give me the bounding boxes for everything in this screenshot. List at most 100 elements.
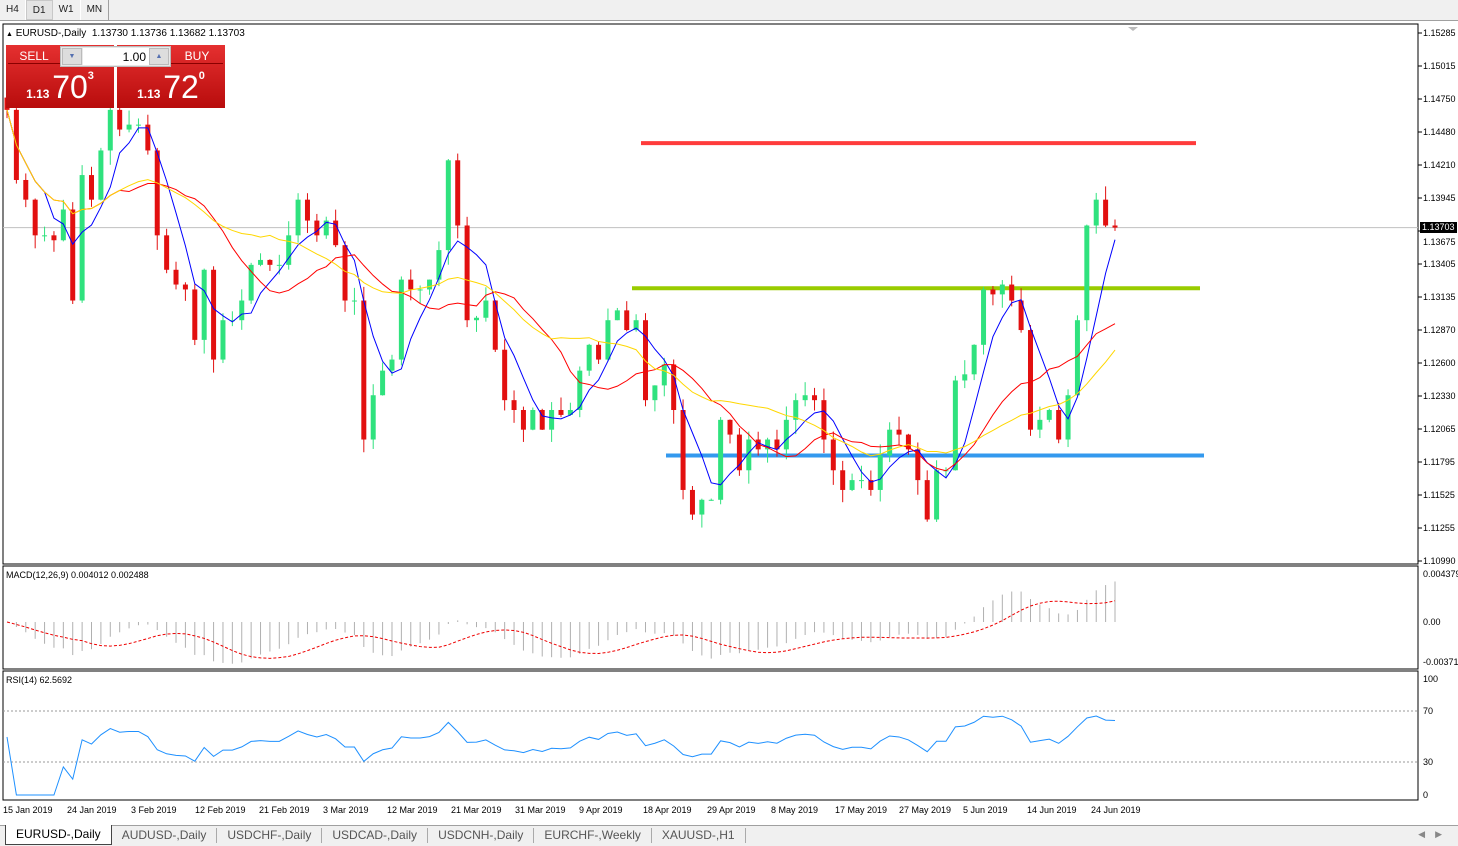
price-tick: 1.15015 (1423, 61, 1456, 71)
candle-body (934, 470, 940, 520)
price-tick: 1.14480 (1423, 127, 1456, 137)
sell-price-prefix: 1.13 (26, 87, 50, 101)
tab-usdcnh-daily[interactable]: USDCNH-,Daily (428, 828, 535, 843)
candle-body (661, 364, 667, 386)
candle-body (1065, 395, 1071, 440)
candle-body (1103, 199, 1109, 226)
candle-body (877, 455, 883, 490)
macd-axis-zero: 0.00 (1423, 617, 1441, 627)
candle-body (107, 109, 113, 151)
candle-body (304, 199, 310, 221)
candle-body (483, 300, 489, 318)
sell-price-sup: 3 (87, 70, 94, 82)
tab-usdcad-daily[interactable]: USDCAD-,Daily (322, 828, 429, 843)
candle-body (793, 400, 799, 420)
candle-body (952, 380, 958, 471)
candle-body (783, 419, 789, 450)
candle-body (229, 320, 235, 322)
candle-body (812, 395, 818, 401)
candle-body (267, 259, 273, 265)
tab-audusd-daily[interactable]: AUDUSD-,Daily (112, 828, 218, 843)
date-tick: 14 Jun 2019 (1027, 805, 1077, 815)
candle-body (389, 359, 395, 371)
price-tick: 1.11525 (1423, 490, 1455, 500)
candle-body (455, 160, 461, 226)
candle-body (220, 320, 226, 360)
candle-body (596, 344, 602, 360)
candle-body (351, 300, 357, 302)
rsi-axis-30: 30 (1423, 757, 1434, 767)
candle-body (999, 284, 1005, 295)
rsi-line (6, 715, 1116, 796)
increase-lot-button[interactable]: ▲ (149, 48, 169, 65)
ma-mid-line (6, 109, 1116, 472)
tab-eurchf-weekly[interactable]: EURCHF-,Weekly (534, 828, 652, 843)
timeframe-w1[interactable]: W1 (53, 0, 81, 20)
sell-label: SELL (8, 49, 60, 64)
candle-body (680, 409, 686, 490)
candle-body (32, 199, 38, 236)
candle-body (276, 264, 282, 266)
tab-usdchf-daily[interactable]: USDCHF-,Daily (217, 828, 323, 843)
timeframe-mn[interactable]: MN (81, 0, 110, 20)
collapse-triangle-icon[interactable]: ▲ (6, 31, 13, 38)
candle-body (849, 480, 855, 490)
candle-body (1018, 300, 1024, 331)
candle-body (718, 419, 724, 500)
tab-scroll-arrows-icon[interactable]: ◀▶ (1418, 829, 1452, 839)
price-tick: 1.14210 (1423, 160, 1456, 170)
macd-frame (2, 565, 1419, 670)
price-tick: 1.14750 (1423, 94, 1456, 104)
chart-title: ▲ EURUSD-,Daily 1.13730 1.13736 1.13682 … (6, 28, 245, 41)
candle-body (1093, 199, 1099, 226)
candle-body (239, 300, 245, 321)
candle-body (1056, 409, 1062, 440)
candle-body (126, 124, 132, 130)
date-tick: 24 Jan 2019 (67, 805, 117, 815)
candle-body (23, 179, 29, 200)
candle-body (286, 235, 292, 265)
macd-axis-min: -0.00371 (1423, 657, 1458, 667)
rsi-frame (2, 670, 1419, 801)
candle-body (633, 320, 639, 331)
decrease-lot-button[interactable]: ▼ (62, 48, 82, 65)
main-chart-frame (2, 23, 1419, 565)
candle-body (117, 109, 123, 130)
macd-label: MACD(12,26,9) 0.004012 0.002488 (6, 570, 149, 580)
date-tick: 3 Mar 2019 (323, 805, 369, 815)
candle-body (361, 300, 367, 440)
candle-body (896, 429, 902, 435)
macd-signal-line (6, 600, 1116, 659)
candle-body (1112, 225, 1118, 228)
tab-eurusd-daily[interactable]: EURUSD-,Daily (5, 825, 112, 845)
candle-body (492, 300, 498, 350)
candle-body (1009, 284, 1015, 301)
price-tick: 1.15285 (1423, 28, 1456, 38)
candle-body (436, 250, 442, 280)
rsi-label: RSI(14) 62.5692 (6, 675, 73, 685)
candle-body (915, 449, 921, 481)
rsi-axis-0: 0 (1423, 790, 1429, 800)
lot-size-input[interactable] (83, 48, 149, 65)
tab-xauusd-h1[interactable]: XAUUSD-,H1 (652, 828, 746, 843)
timeframe-h4[interactable]: H4 (0, 0, 26, 20)
candle-body (1074, 320, 1080, 396)
timeframe-d1[interactable]: D1 (25, 0, 53, 20)
price-tick: 1.13405 (1423, 259, 1456, 269)
date-tick: 27 May 2019 (899, 805, 952, 815)
candle-body (154, 150, 160, 236)
one-click-trading-panel: SELL 1.13 703 ▼ ▲ BUY 1.13 720 (6, 45, 225, 108)
candle-body (530, 409, 536, 430)
ohlc-values: 1.13730 1.13736 1.13682 1.13703 (91, 28, 245, 39)
timeframe-toolbar: H4 D1 W1 MN (0, 0, 1458, 21)
candle-body (802, 395, 808, 401)
buy-label: BUY (171, 49, 223, 64)
sell-price-big: 70 (52, 69, 88, 105)
date-tick: 12 Feb 2019 (195, 805, 246, 815)
candle-body (173, 269, 179, 285)
rsi-axis-100: 100 (1423, 674, 1439, 684)
candle-body (248, 264, 254, 301)
date-tick: 29 Apr 2019 (707, 805, 756, 815)
candle-body (370, 395, 376, 440)
